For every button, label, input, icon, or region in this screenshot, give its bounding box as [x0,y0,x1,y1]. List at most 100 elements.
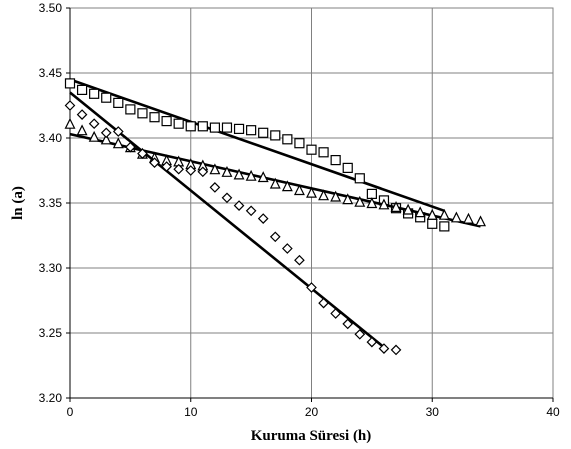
data-point-diamond [257,213,269,224]
x-tick-label: 0 [67,405,74,419]
data-point-triangle [112,137,124,149]
data-point-square [427,218,438,229]
data-point-square [125,104,136,115]
data-point-square [221,122,233,133]
data-point-square [101,92,112,103]
data-point-square [197,121,208,132]
data-point-triangle [88,130,100,142]
data-point-square [209,122,220,133]
data-point-triangle [245,169,257,181]
data-point-square [246,125,257,136]
data-point-diamond [149,157,160,169]
x-tick-label: 20 [305,405,319,419]
x-axis-title: Kuruma Süresi (h) [251,428,372,444]
data-point-triangle [330,190,342,202]
y-tick-label: 3.20 [39,391,63,405]
data-point-diamond [221,192,233,204]
data-point-square [161,115,172,127]
data-point-triangle [318,189,330,201]
data-point-square [306,144,317,155]
data-point-diamond [318,297,329,309]
data-point-square [270,130,281,141]
data-point-square [258,127,269,138]
x-tick-label: 10 [184,405,198,419]
axes [66,7,554,402]
y-tick-label: 3.40 [39,131,63,145]
data-point-diamond [354,328,366,340]
data-point-diamond [342,318,354,330]
data-point-triangle [269,177,281,189]
x-tick-label: 30 [426,405,440,419]
data-point-diamond [306,282,317,293]
series-diamond [64,91,402,356]
data-point-diamond [112,126,124,137]
trend-line-diamond [69,91,385,349]
data-point-square [185,121,196,132]
data-point-square [149,112,160,123]
data-point-square [282,134,293,145]
data-point-diamond [100,127,112,139]
series-layer [64,78,487,356]
data-point-triangle [426,208,438,220]
data-point-triangle [450,211,462,223]
data-point-square [233,123,245,135]
data-point-square [137,108,148,119]
data-point-triangle [293,184,305,196]
data-point-diamond [209,182,221,193]
data-point-diamond [64,100,76,111]
data-point-triangle [354,195,366,207]
data-point-triangle [257,171,269,183]
data-point-triangle [76,124,88,136]
data-point-diamond [173,163,185,175]
data-point-diamond [282,243,293,254]
data-point-diamond [245,205,257,217]
data-point-triangle [233,168,245,180]
data-point-diamond [378,343,390,354]
data-point-diamond [269,231,281,243]
data-point-triangle [221,165,233,177]
y-tick-label: 3.35 [39,196,63,210]
data-point-square [439,221,450,232]
data-point-square [330,155,341,166]
data-point-diamond [330,308,341,319]
data-point-diamond [366,336,378,348]
data-point-triangle [281,180,293,192]
data-point-diamond [294,254,305,266]
x-tick-label: 40 [546,405,560,419]
data-point-triangle [402,203,414,215]
data-point-diamond [137,148,148,159]
data-point-triangle [438,208,450,220]
data-point-square [113,97,124,109]
data-point-triangle [414,206,426,218]
data-point-diamond [390,344,402,356]
y-tick-label: 3.25 [39,326,63,340]
data-point-square [76,84,88,96]
data-point-triangle [475,215,487,227]
y-axis-title: ln (a) [10,186,26,220]
data-point-diamond [125,141,136,153]
y-tick-label: 3.50 [39,1,63,15]
data-point-square [173,118,184,129]
data-point-square [342,162,353,173]
gridlines [70,8,553,398]
trend-line-square [69,78,445,213]
data-point-square [366,188,377,199]
data-point-triangle [342,193,354,205]
data-point-triangle [306,186,317,198]
y-axis-tick-labels: 3.20 3.25 3.30 3.35 3.40 3.45 3.50 [39,1,63,405]
data-point-square [354,173,365,184]
data-point-triangle [463,212,474,224]
data-point-square [89,88,100,99]
x-axis-tick-labels: 0 10 20 30 40 [67,405,560,419]
y-tick-label: 3.30 [39,261,63,275]
data-point-square [64,78,76,89]
data-point-triangle [209,163,221,175]
data-point-triangle [390,201,402,212]
data-point-diamond [185,165,197,176]
data-point-diamond [233,200,245,211]
data-point-diamond [88,118,100,130]
data-point-diamond [197,166,209,178]
data-point-triangle [378,198,390,210]
data-point-triangle [100,133,112,145]
